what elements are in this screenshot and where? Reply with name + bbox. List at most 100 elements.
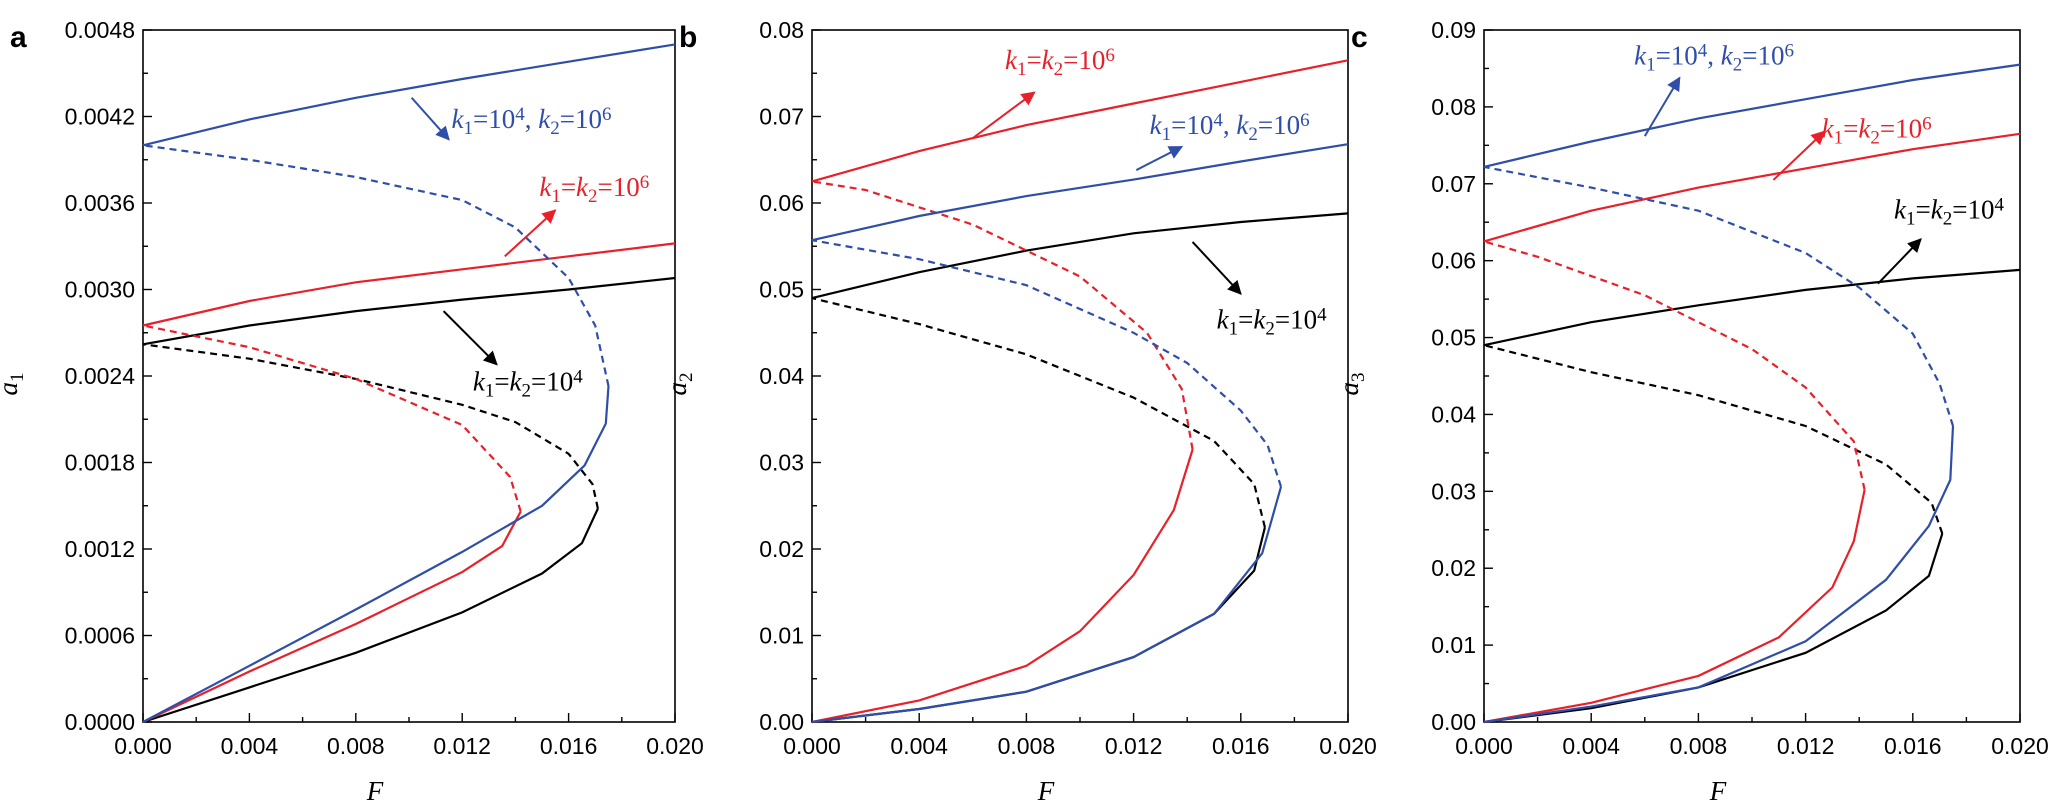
x-tick-label: 0.004 [890, 733, 948, 759]
curve-black-stable-upper [142, 276, 676, 346]
y-axis-title: a3 [1334, 373, 1369, 396]
annotation-label-red-part-2: = [1026, 45, 1041, 75]
annotation-label-black-part-1: 1 [485, 380, 495, 401]
x-axis-title: F [1709, 776, 1727, 806]
annotation-arrow-blue [410, 97, 450, 141]
x-tick-label: 0.008 [1670, 733, 1728, 759]
y-axis-title-main: a [1334, 382, 1364, 396]
panel-b: 0.000 0.004 0.008 0.012 0.016 0.020 0.00 0.01 0.… [662, 17, 1377, 806]
curve-black-unstable [811, 297, 1266, 528]
y-axis-title: a2 [662, 373, 697, 396]
annotation-label-blue-part-5: k [1236, 110, 1249, 140]
y-tick-label: 0.08 [1431, 94, 1476, 120]
curve-red-stable-upper [1483, 132, 2021, 243]
annotation-label-blue-part-6: 2 [1733, 54, 1743, 75]
annotation-arrow-black [1191, 241, 1242, 295]
annotation-label-blue-part-7: =10 [560, 104, 602, 134]
y-axis-title: a1 [0, 373, 28, 396]
annotation-label-blue-part-8: 6 [602, 104, 612, 125]
annotation-arrow-black [1877, 238, 1922, 285]
annotation-label-black-part-2: = [1238, 304, 1253, 334]
annotation-label-red-part-0: k [1005, 45, 1018, 75]
annotation-label-black-part-6: 4 [1994, 195, 2004, 216]
annotation-label-black-part-2: = [1916, 194, 1931, 224]
annotation-label-black-part-0: k [1894, 194, 1907, 224]
x-tick-label: 0.020 [646, 733, 704, 759]
annotation-label-black-part-2: = [494, 366, 509, 396]
annotation-label-blue-part-3: 4 [1213, 110, 1223, 131]
panel-letter: b [679, 21, 697, 54]
x-tick-label: 0.008 [998, 733, 1056, 759]
annotation-label-blue-part-4: , [1707, 41, 1721, 71]
curve-blue-unstable [1483, 165, 1955, 427]
annotation-arrow-blue [1643, 76, 1681, 137]
annotation-label-black: k1=k2=104 [1217, 304, 1327, 339]
y-axis-title-sub: 1 [7, 373, 28, 383]
annotation-label-blue-part-5: k [538, 104, 551, 134]
annotation-label-blue-part-8: 6 [1300, 110, 1310, 131]
x-axis-title: F [1037, 776, 1055, 806]
y-tick-label: 0.00 [759, 709, 804, 735]
curve-black-unstable [142, 343, 599, 509]
annotation-arrow-red [1772, 130, 1826, 181]
y-tick-label: 0.02 [759, 536, 804, 562]
y-tick-label: 0.0006 [65, 623, 135, 649]
x-tick-label: 0.012 [1777, 733, 1835, 759]
curve-blue-stable-upper [1483, 63, 2021, 168]
y-tick-label: 0.05 [1431, 325, 1476, 351]
annotation-label-red: k1=k2=106 [1005, 45, 1115, 80]
y-tick-label: 0.0024 [65, 363, 136, 389]
x-tick-label: 0.012 [433, 733, 491, 759]
annotation-label-blue: k1=104, k2=106 [1634, 41, 1794, 76]
annotation-label-blue-part-3: 4 [1698, 41, 1708, 62]
annotation-label-black-part-5: =10 [531, 366, 573, 396]
annotation-label-red-part-6: 6 [1922, 114, 1932, 135]
y-tick-label: 0.0030 [65, 277, 135, 303]
y-tick-label: 0.06 [1431, 248, 1476, 274]
y-tick-label: 0.0036 [65, 190, 135, 216]
annotation-label-blue-part-6: 2 [550, 118, 560, 139]
annotation-label-blue-part-3: 4 [515, 104, 525, 125]
annotation-label-red-part-0: k [539, 172, 552, 202]
annotation-label-black: k1=k2=104 [1894, 194, 2004, 229]
x-tick-label: 0.016 [540, 733, 598, 759]
annotation-label-red-part-3: k [1858, 114, 1871, 144]
curve-blue-stable-lower [811, 486, 1283, 724]
annotation-label-black-part-6: 4 [1317, 305, 1327, 326]
annotation-label-black-part-3: k [1931, 194, 1944, 224]
annotation-label-black-part-3: k [1253, 304, 1266, 334]
y-axis-title-sub: 2 [676, 373, 697, 383]
curve-black-stable-upper [1483, 268, 2021, 347]
curve-red-stable-lower [1483, 489, 1866, 724]
annotation-label-red-part-3: k [576, 172, 589, 202]
y-tick-label: 0.01 [759, 623, 804, 649]
x-tick-label: 0.020 [1319, 733, 1377, 759]
panel-c: 0.000 0.004 0.008 0.012 0.016 0.020 0.00 0.01 0.… [1334, 17, 2049, 806]
y-tick-label: 0.02 [1431, 555, 1476, 581]
y-tick-label: 0.07 [1431, 171, 1476, 197]
annotation-label-red: k1=k2=106 [539, 172, 649, 207]
annotation-label-blue-part-7: =10 [1742, 41, 1784, 71]
annotation-label-blue-part-0: k [1150, 110, 1163, 140]
annotation-label-red-part-1: 1 [1834, 127, 1844, 148]
annotation-label-blue-part-2: =10 [473, 104, 515, 134]
annotation-label-red-part-5: =10 [598, 172, 640, 202]
x-tick-label: 0.008 [327, 733, 385, 759]
x-tick-label: 0.000 [114, 733, 172, 759]
curve-red-stable-upper [811, 59, 1349, 183]
annotation-label-black-part-4: 2 [522, 380, 532, 401]
annotation-label-black-part-5: =10 [1952, 194, 1994, 224]
annotation-label-black-part-4: 2 [1265, 318, 1275, 339]
x-tick-label: 0.004 [1562, 733, 1620, 759]
x-tick-label: 0.004 [221, 733, 279, 759]
y-tick-label: 0.04 [759, 363, 804, 389]
annotation-label-black-part-3: k [510, 366, 523, 396]
annotation-arrow-blue [1135, 145, 1184, 172]
annotation-label-black-part-0: k [473, 366, 486, 396]
annotation-label-red-part-4: 2 [1054, 59, 1064, 80]
annotation-label-black-part-1: 1 [1229, 318, 1239, 339]
curve-red-stable-lower [142, 510, 522, 723]
annotation-label-red-part-6: 6 [1105, 45, 1115, 66]
y-tick-label: 0.05 [759, 277, 804, 303]
